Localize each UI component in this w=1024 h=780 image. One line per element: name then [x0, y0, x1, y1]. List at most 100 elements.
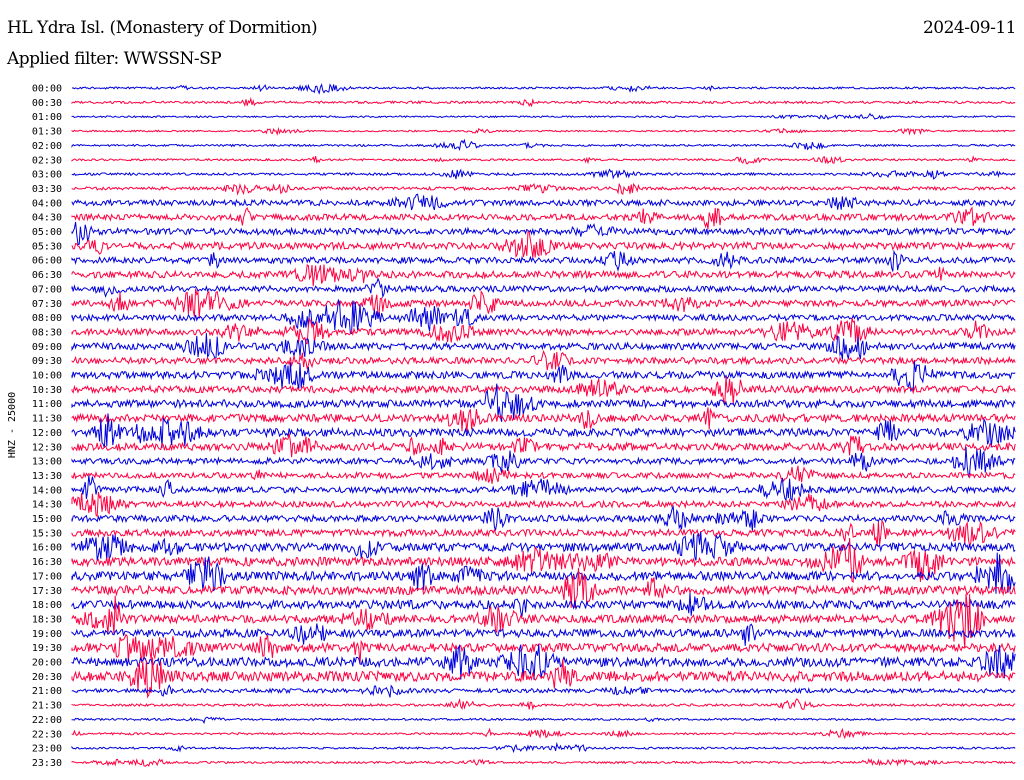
time-tick-label: 07:30 [32, 299, 62, 310]
trace-row [71, 221, 1016, 246]
time-tick-label: 06:30 [32, 270, 62, 281]
trace-row [71, 333, 1016, 360]
time-tick-label: 21:30 [32, 701, 62, 712]
time-tick-label: 09:00 [32, 342, 62, 353]
trace-row [71, 552, 1016, 594]
trace-row [71, 475, 1016, 503]
trace-row [71, 375, 1016, 405]
trace-row [71, 684, 1016, 698]
time-tick-label: 10:00 [32, 371, 62, 382]
time-tick-label: 05:00 [32, 227, 62, 238]
trace-row [71, 465, 1016, 484]
trace-row [71, 433, 1016, 458]
trace-row [71, 155, 1016, 165]
time-tick-label: 11:00 [32, 399, 62, 410]
trace-row [71, 206, 1016, 230]
trace-row [71, 182, 1016, 196]
trace-row [71, 96, 1016, 108]
trace-row [71, 407, 1016, 432]
trace-row [71, 716, 1016, 725]
trace-row [71, 504, 1016, 532]
time-tick-label: 00:30 [32, 98, 62, 109]
trace-row [71, 138, 1016, 151]
time-tick-label: 18:30 [32, 614, 62, 625]
trace-row [71, 230, 1016, 259]
time-tick-label: 08:30 [32, 327, 62, 338]
time-tick-label: 07:00 [32, 284, 62, 295]
time-tick-label: 13:00 [32, 457, 62, 468]
trace-row [71, 757, 1016, 767]
filter-label: Applied filter: WWSSN-SP [7, 49, 222, 69]
time-tick-label: 08:00 [32, 313, 62, 324]
trace-row [71, 112, 1016, 121]
trace-row [71, 519, 1016, 549]
trace-row [71, 633, 1016, 665]
time-tick-label: 01:00 [32, 112, 62, 123]
time-tick-label: 04:00 [32, 198, 62, 209]
time-tick-label: 12:00 [32, 428, 62, 439]
time-tick-label: 15:00 [32, 514, 62, 525]
trace-row [71, 168, 1016, 180]
trace-row [71, 567, 1016, 608]
time-tick-label: 13:30 [32, 471, 62, 482]
time-tick-label: 23:00 [32, 744, 62, 755]
time-tick-labels: 00:00 00:30 01:00 01:30 02:00 02:30 03:00 03:30… [32, 84, 62, 769]
time-tick-label: 01:30 [32, 127, 62, 138]
trace-row [71, 349, 1016, 371]
trace-row [71, 288, 1016, 318]
time-tick-label: 20:30 [32, 672, 62, 683]
time-tick-label: 05:30 [32, 241, 62, 252]
time-tick-label: 02:00 [32, 141, 62, 152]
time-tick-label: 17:30 [32, 586, 62, 597]
trace-row [71, 491, 1016, 518]
time-tick-label: 02:30 [32, 155, 62, 166]
trace-row [71, 383, 1016, 422]
trace-row [71, 413, 1016, 449]
time-tick-label: 17:00 [32, 571, 62, 582]
trace-row [71, 277, 1016, 299]
time-tick-label: 11:30 [32, 414, 62, 425]
time-tick-label: 23:30 [32, 758, 62, 769]
trace-row [71, 447, 1016, 478]
time-tick-label: 15:30 [32, 528, 62, 539]
time-tick-label: 03:00 [32, 170, 62, 181]
trace-row [71, 727, 1016, 740]
time-tick-label: 14:00 [32, 485, 62, 496]
trace-row [71, 593, 1016, 649]
trace-row [71, 537, 1016, 583]
time-tick-label: 21:00 [32, 686, 62, 697]
trace-row [71, 643, 1016, 680]
time-tick-label: 10:30 [32, 385, 62, 396]
time-tick-label: 14:30 [32, 500, 62, 511]
plot-date: 2024-09-11 [922, 18, 1017, 38]
trace-row [71, 592, 1016, 617]
trace-row [71, 361, 1016, 392]
time-tick-label: 00:00 [32, 84, 62, 95]
time-tick-label: 16:00 [32, 543, 62, 554]
station-title: HL Ydra Isl. (Monastery of Dormition) [7, 18, 318, 38]
trace-row [71, 531, 1016, 561]
time-tick-label: 04:30 [32, 213, 62, 224]
trace-row [71, 193, 1016, 211]
trace-row [71, 317, 1016, 345]
seismic-traces [71, 83, 1016, 767]
trace-row [71, 698, 1016, 711]
trace-row [71, 657, 1016, 699]
trace-row [71, 83, 1016, 95]
trace-row [71, 126, 1016, 136]
time-tick-label: 06:00 [32, 256, 62, 267]
trace-row [71, 263, 1016, 287]
y-axis-label: HNZ - 25000 [7, 392, 18, 458]
time-tick-label: 19:30 [32, 643, 62, 654]
time-tick-label: 22:30 [32, 729, 62, 740]
time-tick-label: 09:30 [32, 356, 62, 367]
time-tick-label: 03:30 [32, 184, 62, 195]
time-tick-label: 12:30 [32, 442, 62, 453]
time-tick-label: 22:00 [32, 715, 62, 726]
trace-row [71, 623, 1016, 646]
time-tick-label: 18:00 [32, 600, 62, 611]
time-tick-label: 20:00 [32, 658, 62, 669]
time-tick-label: 19:00 [32, 629, 62, 640]
time-tick-label: 16:30 [32, 557, 62, 568]
